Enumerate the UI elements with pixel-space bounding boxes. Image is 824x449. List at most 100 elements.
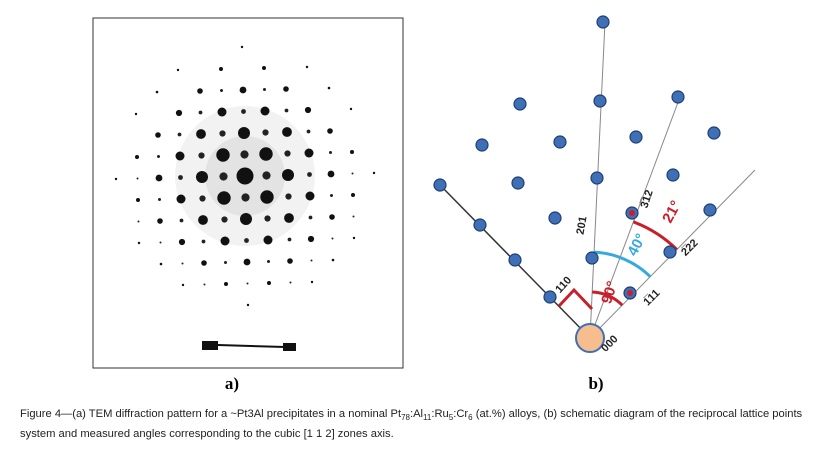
diffraction-spot [285,193,292,200]
diffraction-spot [259,147,273,161]
diffraction-spot [350,150,354,154]
diffraction-spot [199,195,206,202]
diffraction-spot [287,258,293,264]
diffraction-spot [329,151,332,154]
diffraction-spot [327,128,333,134]
diffraction-spot [327,170,335,178]
diffraction-spot [238,127,250,139]
diffraction-spot [260,106,270,116]
lattice-point [548,211,562,225]
diffraction-spot [219,130,226,137]
lattice-point [508,253,522,267]
diffraction-spot [284,150,291,157]
diffraction-spot [308,215,313,220]
diffraction-spot [224,261,227,264]
lattice-point-center [627,290,633,296]
diffraction-spot [307,172,312,177]
diffraction-spot [349,107,353,111]
diffraction-spot [178,175,183,180]
diffraction-spot [264,215,271,222]
diffraction-spot [201,239,206,244]
lattice-point [511,176,525,190]
diffraction-spot [137,220,140,223]
diffraction-spot [136,198,140,202]
diffraction-spot [236,167,254,185]
diffraction-spot [351,193,355,197]
lattice-point [629,130,643,144]
diffraction-spot [220,89,223,92]
diffraction-spot [155,174,163,182]
caption-subscript: 11 [423,413,432,423]
diffraction-spot [327,86,331,90]
panel-a-frame [92,17,404,369]
diffraction-spot [244,238,249,243]
diffraction-spot [181,262,184,265]
diffraction-spot [181,283,185,287]
diffraction-spot [267,260,270,263]
diffraction-spot [196,171,208,183]
diffraction-spot [136,177,139,180]
lattice-point [585,251,599,265]
diffraction-spot [310,259,313,262]
angle-arc [594,250,652,278]
spot-label: 2̅22 [679,237,700,258]
diffraction-spot [287,237,292,242]
caption-text: (at.%) alloys, (b) schematic diagram of … [20,408,803,441]
spot-label: 3̅12 [639,188,656,209]
diffraction-spot [219,172,228,181]
caption: Figure 4—(a) TEM diffraction pattern for… [20,406,810,442]
diffraction-spot [243,258,251,266]
diffraction-spot [330,194,333,197]
lattice-point [707,126,721,140]
diffraction-spot [352,215,355,218]
diffraction-spot [372,171,376,175]
diffraction-spot [352,236,356,240]
diffraction-spot [239,86,247,94]
diffraction-spot [219,67,223,71]
diffraction-spot [224,282,228,286]
diffraction-spot [262,66,266,70]
lattice-point [553,135,567,149]
diffraction-spot [351,172,354,175]
diffraction-spot [114,177,118,181]
origin-point [575,323,605,353]
diffraction-spot [157,218,163,224]
diffraction-spot [331,237,334,240]
diffraction-spot [179,218,184,223]
scale-bar-end [202,341,218,350]
lattice-point [663,245,677,259]
diffraction-spot [159,241,162,244]
spot-label: 1̅11 [641,287,662,308]
diffraction-spot [263,88,266,91]
diffraction-spot [177,132,182,137]
diffraction-spot [196,129,206,139]
diffraction-spot [198,110,203,115]
diffraction-spot [304,106,312,114]
diffraction-spot [155,132,161,138]
diffraction-pattern [114,45,376,307]
diffraction-spot [282,127,292,137]
lattice-point [543,290,557,304]
diffraction-spot [176,194,186,204]
diffraction-spot [262,171,271,180]
diffraction-spot [134,112,138,116]
caption-subscript: 5 [448,413,454,423]
diffraction-spot [178,238,186,246]
diffraction-spot [305,65,309,69]
lattice-point [593,94,607,108]
diffraction-spot [198,215,208,225]
diffraction-spot [284,108,289,113]
lattice-point [671,90,685,104]
diffraction-spot [304,148,314,158]
diffraction-spot [310,280,314,284]
diffraction-spot [246,303,250,307]
diffraction-spot [198,152,205,159]
lattice-point [473,218,487,232]
diffraction-spot [175,151,185,161]
diffraction-spot [241,109,246,114]
caption-subscript: 6 [468,413,473,423]
scale-bar-line [217,344,286,348]
angle-label: 90° [598,279,621,306]
diffraction-spot [175,109,183,117]
